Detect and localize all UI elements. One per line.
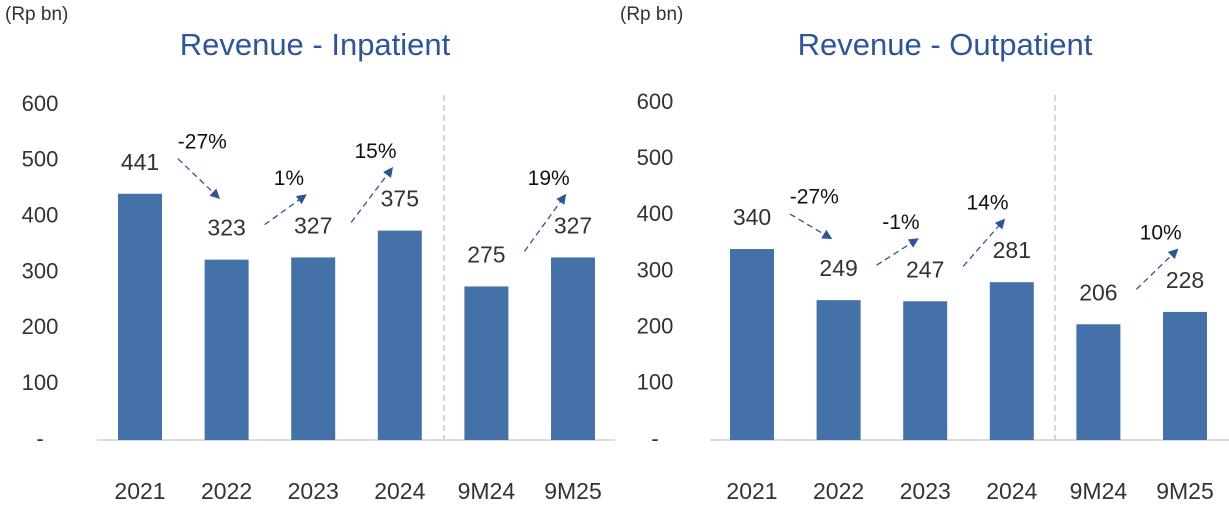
x-tick-label: 9M24 [458,478,516,504]
value-label: 249 [819,255,857,281]
y-tick-label: 600 [637,89,674,114]
value-label: 327 [294,213,332,239]
bar [1163,311,1207,440]
growth-label: 10% [1140,221,1182,244]
y-tick-label: 400 [637,201,674,226]
y-tick-label: 500 [637,145,674,170]
growth-arrow [789,213,833,240]
x-tick-label: 2024 [986,478,1037,504]
y-tick-label: 200 [637,313,674,338]
chart-title: Revenue - Outpatient [798,27,1093,62]
bar [816,300,861,440]
x-tick-label: 2021 [114,478,165,504]
value-label: 206 [1079,279,1117,305]
value-label: 327 [554,213,592,239]
bar [291,257,336,440]
bar [464,286,509,440]
bar [551,257,595,440]
y-tick-label: 300 [637,257,674,282]
bar [1076,324,1121,440]
value-label: 340 [733,204,771,230]
y-tick-label: 100 [22,370,59,395]
unit-label: (Rp bn) [5,4,68,25]
growth-label: -1% [882,211,919,234]
growth-arrow [264,194,307,226]
growth-label: -27% [178,130,227,153]
value-label: 247 [906,256,944,282]
growth-arrow [876,238,919,266]
y-tick-label: 500 [22,147,59,172]
y-tick-label: - [651,426,658,451]
chart-title: Revenue - Inpatient [180,27,451,62]
x-tick-label: 2022 [201,478,252,504]
growth-arrow [962,218,1006,267]
bar [118,193,162,440]
growth-label: 14% [966,192,1008,215]
y-tick-label: 200 [22,314,59,339]
x-tick-label: 2023 [288,478,339,504]
bar [903,301,948,440]
x-tick-label: 9M25 [1156,478,1214,504]
value-label: 375 [381,186,419,212]
bar [730,249,774,440]
growth-label: -27% [790,186,839,209]
growth-label: 19% [528,167,570,190]
x-tick-label: 2024 [374,478,425,504]
x-tick-label: 2021 [726,478,777,504]
y-tick-label: 400 [22,202,59,227]
x-tick-label: 2022 [813,478,864,504]
value-label: 228 [1166,267,1204,293]
value-label: 323 [207,215,245,241]
bar [204,259,249,440]
growth-label: 1% [274,167,304,190]
unit-label: (Rp bn) [620,4,683,25]
x-tick-label: 2023 [900,478,951,504]
y-tick-label: 300 [22,258,59,283]
bar [989,282,1034,440]
growth-label: 15% [354,140,396,163]
value-label: 441 [121,149,159,175]
y-tick-label: - [36,426,43,451]
y-tick-label: 600 [22,91,59,116]
y-tick-label: 100 [637,370,674,395]
x-tick-label: 9M25 [544,478,602,504]
x-tick-label: 9M24 [1070,478,1128,504]
growth-arrow [177,158,221,200]
growth-arrow [350,167,394,223]
bar [377,230,422,440]
growth-arrow [523,193,567,252]
value-label: 275 [467,242,505,268]
value-label: 281 [993,237,1031,263]
